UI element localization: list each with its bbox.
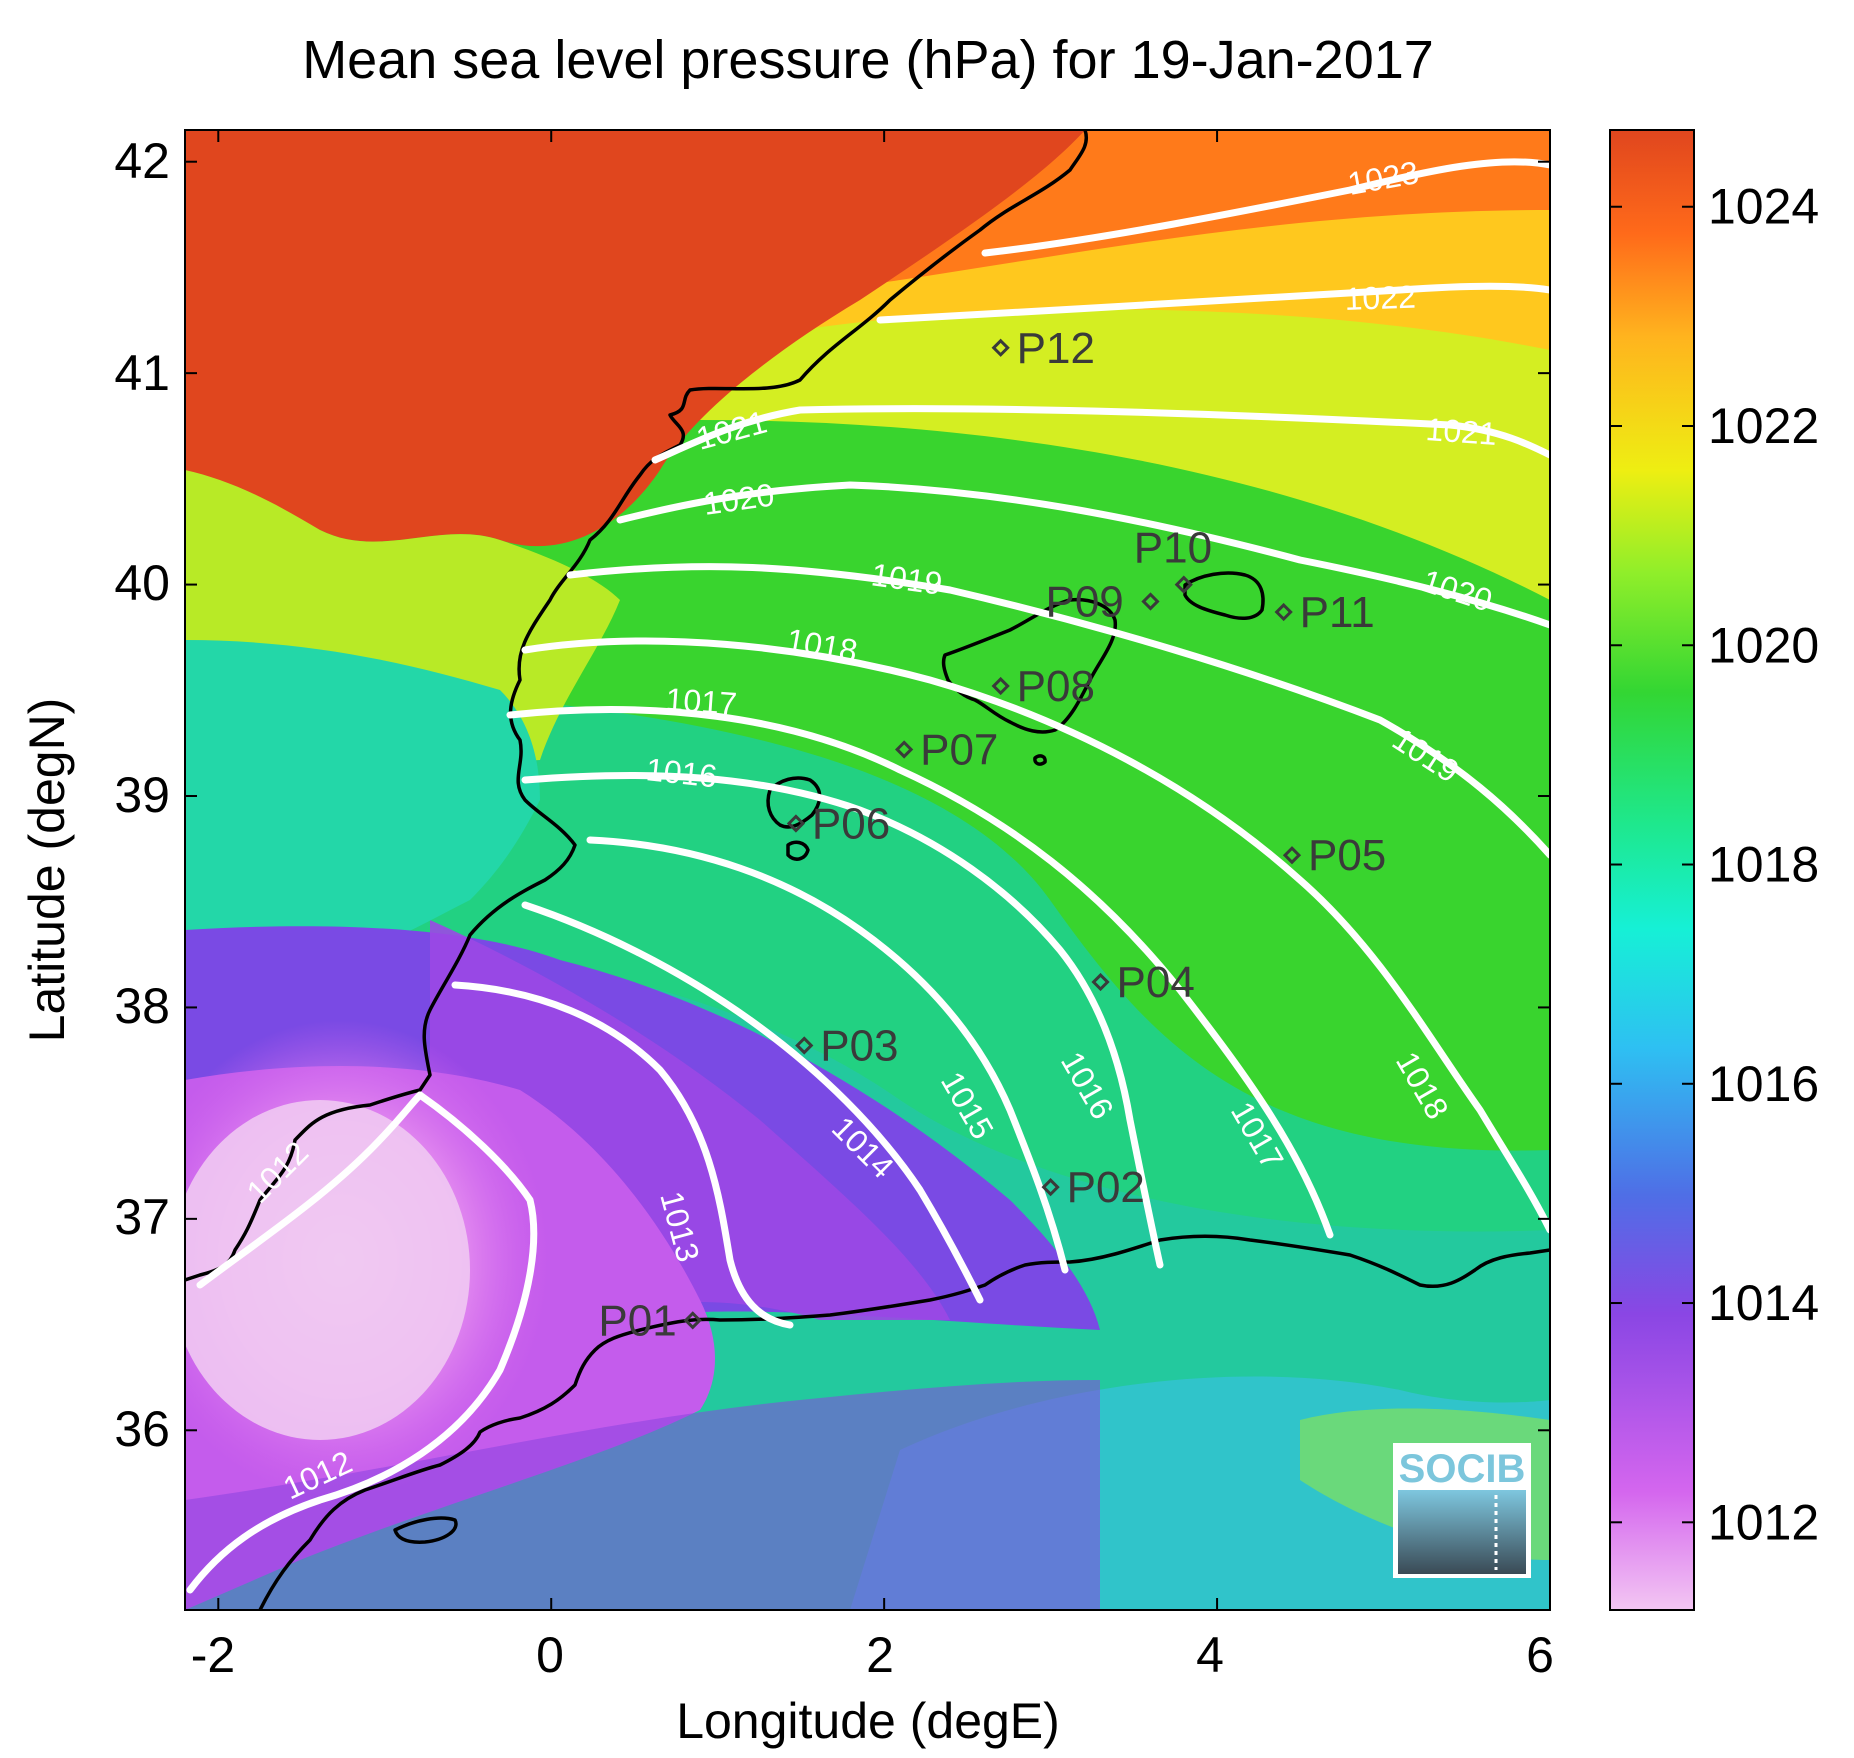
x-tick-label: -2 <box>191 1627 235 1683</box>
station-p04: P04 <box>1091 958 1195 1007</box>
menorca-outline <box>1183 571 1265 621</box>
colorbar-tick-label: 1024 <box>1708 179 1819 235</box>
socib-logo-text: SOCIB <box>1399 1447 1526 1491</box>
y-tick-label: 37 <box>114 1189 170 1245</box>
y-tick-label: 40 <box>114 555 170 611</box>
y-axis-label: Latitude (degN) <box>19 698 75 1043</box>
station-label: P09 <box>1045 577 1123 626</box>
isobar-label-1016a: 1016 <box>644 751 719 794</box>
isobar-1012b <box>186 1091 538 1594</box>
y-axis-ticks: 36 37 38 39 40 41 42 <box>114 133 170 1457</box>
station-label: P02 <box>1067 1163 1145 1212</box>
station-marker <box>1274 602 1293 622</box>
station-p05: P05 <box>1282 831 1386 880</box>
y-tick-label: 36 <box>114 1401 170 1457</box>
isobar-1016 <box>521 771 1164 1269</box>
station-marker <box>1174 575 1193 594</box>
coastlines <box>185 130 1550 1610</box>
station-marker <box>786 814 806 833</box>
isobar-1017 <box>506 706 1334 1239</box>
colorbar-tick-label: 1020 <box>1708 617 1819 673</box>
colorbar-ticks: 1012 1014 1016 1018 1020 1022 1024 <box>1610 179 1819 1550</box>
isobar-1014 <box>521 901 984 1304</box>
x-tick-label: 0 <box>536 1627 564 1683</box>
station-p10: P10 <box>1134 524 1212 594</box>
isobar-1015 <box>586 836 1069 1274</box>
station-marker <box>1041 1178 1060 1197</box>
colorbar-tick-label: 1022 <box>1708 398 1819 454</box>
station-label: P04 <box>1117 958 1195 1007</box>
colorbar-gradient <box>1610 130 1694 1610</box>
station-label: P01 <box>598 1296 676 1345</box>
station-p11: P11 <box>1274 588 1375 637</box>
alboran-outline <box>393 1516 458 1544</box>
socib-logo: SOCIB <box>1393 1443 1531 1578</box>
colorbar-tick-label: 1012 <box>1708 1494 1819 1550</box>
station-p08: P08 <box>991 662 1095 711</box>
station-marker <box>795 1036 814 1055</box>
station-label: P11 <box>1300 588 1375 637</box>
north-africa-coastline <box>258 1234 1550 1610</box>
y-tick-label: 42 <box>114 133 170 189</box>
axis-tick-marks <box>185 130 1551 1610</box>
isobar-label-1017a: 1017 <box>665 681 739 722</box>
isobar-1023 <box>981 158 1550 257</box>
isobar-1020 <box>616 481 1550 629</box>
x-tick-label: 2 <box>866 1627 894 1683</box>
formentera-outline <box>786 840 810 861</box>
isobar-1012a <box>196 1091 424 1289</box>
mallorca-outline <box>941 597 1118 734</box>
map-frame <box>184 129 1551 1611</box>
isobar-1019 <box>566 563 1550 859</box>
station-marker <box>991 676 1010 696</box>
isobar-1013 <box>451 981 794 1329</box>
station-label: P05 <box>1308 831 1386 880</box>
isobar-1021 <box>651 405 1550 464</box>
x-axis-label: Longitude (degE) <box>676 1693 1060 1749</box>
x-tick-label: 6 <box>1526 1627 1554 1683</box>
ibiza-outline <box>766 776 822 829</box>
isobar-label-1021b: 1021 <box>1425 411 1499 452</box>
colorbar-tick-label: 1018 <box>1708 837 1819 893</box>
y-tick-label: 38 <box>114 978 170 1034</box>
station-marker <box>1141 592 1160 611</box>
y-tick-label: 41 <box>114 345 170 401</box>
isobars <box>186 158 1550 1594</box>
colorbar: 1012 1014 1016 1018 1020 1022 1024 <box>1609 129 1819 1611</box>
y-tick-label: 39 <box>114 767 170 823</box>
station-marker <box>683 1311 702 1330</box>
station-p06: P06 <box>786 799 890 848</box>
map-title: Mean sea level pressure (hPa) for 19-Jan… <box>302 30 1434 90</box>
station-marker <box>895 740 914 759</box>
iberian-coastline <box>185 130 1088 1282</box>
cabrera-outline <box>1033 754 1047 766</box>
station-label: P08 <box>1017 662 1095 711</box>
station-p12: P12 <box>991 324 1095 373</box>
station-label: P03 <box>820 1021 898 1070</box>
isobar-1018 <box>521 637 1550 1234</box>
isobar-label-1022: 1022 <box>1344 279 1416 317</box>
station-marker <box>1282 846 1302 865</box>
station-label: P10 <box>1134 524 1212 573</box>
x-axis-ticks: -2 0 2 4 6 <box>191 1627 1554 1683</box>
station-label: P06 <box>812 799 890 848</box>
station-p07: P07 <box>895 725 998 774</box>
station-p03: P03 <box>795 1021 899 1070</box>
station-p02: P02 <box>1041 1163 1145 1212</box>
station-label: P12 <box>1017 324 1095 373</box>
colorbar-frame <box>1609 129 1695 1611</box>
x-tick-label: 4 <box>1196 1627 1224 1683</box>
colorbar-tick-label: 1016 <box>1708 1056 1819 1112</box>
station-label: P07 <box>920 725 998 774</box>
colorbar-tick-label: 1014 <box>1708 1275 1819 1331</box>
station-marker <box>991 338 1010 357</box>
station-marker <box>1091 972 1110 992</box>
station-p09: P09 <box>1045 577 1160 626</box>
isobar-1022 <box>876 282 1550 324</box>
station-p01: P01 <box>598 1296 702 1345</box>
